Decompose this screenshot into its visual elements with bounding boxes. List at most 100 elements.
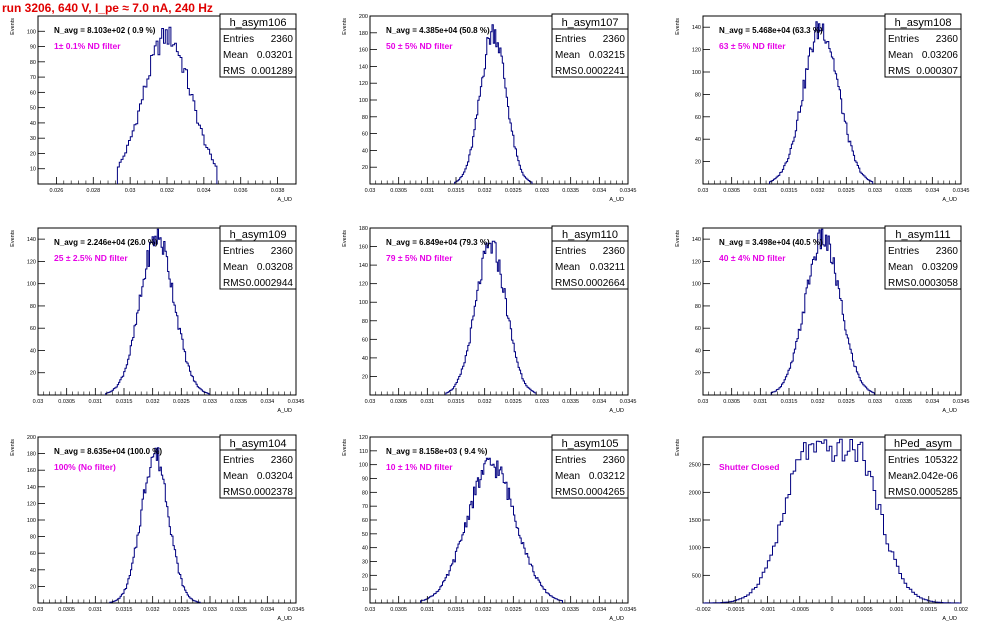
- x-tick-label: 0.0015: [920, 607, 937, 613]
- histogram-name: h_asym107: [562, 17, 619, 29]
- x-tick-label: 0.032: [160, 188, 174, 194]
- stats-label: RMS: [888, 66, 911, 77]
- y-tick-label: 180: [359, 226, 368, 232]
- stats-label: Entries: [888, 246, 919, 257]
- y-axis-title: Events: [342, 18, 348, 35]
- y-tick-label: 80: [30, 535, 36, 541]
- histogram-panel-h_asym105: 0.03 0.0305 0.031 0.0315 0.032 0.0325 0.033 0.0…: [342, 434, 637, 622]
- histogram-name: h_asym111: [895, 229, 950, 241]
- x-tick-label: 0.034: [260, 399, 274, 405]
- x-tick-label: 0.032: [478, 399, 492, 405]
- y-tick-label: 40: [695, 348, 701, 354]
- histogram-name: h_asym105: [562, 438, 619, 450]
- y-tick-label: 140: [27, 237, 36, 243]
- stats-value: 0.001289: [251, 66, 293, 77]
- y-tick-label: 40: [362, 148, 368, 154]
- x-tick-label: 0.0345: [620, 607, 637, 613]
- y-tick-label: 120: [359, 282, 368, 288]
- stats-value: 0.0004265: [578, 487, 626, 498]
- stats-value: 0.0005285: [911, 487, 959, 498]
- y-tick-label: 40: [362, 546, 368, 552]
- y-tick-label: 110: [359, 449, 368, 455]
- y-tick-label: 70: [362, 504, 368, 510]
- stats-box: [219, 13, 297, 78]
- histogram-line: [769, 21, 874, 184]
- histogram-line: [445, 240, 537, 395]
- y-tick-label: 140: [359, 263, 368, 269]
- filter-label: 100% (No filter): [54, 462, 116, 472]
- y-tick-label: 80: [30, 304, 36, 310]
- navg-label: N_avg = 8.635e+04 (100.0 %): [54, 447, 162, 456]
- stats-value: -2.042e-06: [910, 471, 959, 482]
- histogram-panel-h_asym110: 0.03 0.0305 0.031 0.0315 0.032 0.0325 0.033 0.0…: [342, 225, 636, 414]
- stats-label: RMS: [223, 278, 246, 289]
- stats-label: RMS: [555, 487, 578, 498]
- page-title: run 3206, 640 V, I_pe ≈ 7.0 nA, 240 Hz: [2, 1, 213, 15]
- histogram-panel-h_asym104: 0.03 0.0305 0.031 0.0315 0.032 0.0325 0.033 0.0…: [10, 434, 304, 622]
- y-tick-label: 40: [30, 568, 36, 574]
- x-tick-label: 0.038: [271, 188, 285, 194]
- y-tick-label: 100: [27, 518, 36, 524]
- y-tick-label: 80: [30, 60, 36, 66]
- y-tick-label: 80: [695, 304, 701, 310]
- stats-value: 0.0002664: [578, 278, 626, 289]
- x-tick-label: 0.033: [203, 607, 217, 613]
- x-tick-label: 0.033: [868, 399, 882, 405]
- y-tick-label: 160: [359, 245, 368, 251]
- x-tick-label: 0.033: [203, 399, 217, 405]
- stats-box: [884, 13, 962, 78]
- plot-frame: [702, 15, 962, 185]
- y-tick-label: 60: [695, 115, 701, 121]
- x-tick-label: 0.0325: [173, 399, 190, 405]
- y-tick-label: 2000: [689, 490, 701, 496]
- y-tick-label: 60: [362, 518, 368, 524]
- plot-frame: [37, 227, 297, 396]
- y-tick-label: 20: [362, 165, 368, 171]
- x-tick-label: 0.0315: [116, 607, 133, 613]
- x-tick-label: 0.031: [88, 399, 102, 405]
- histogram-panel-hPed_asym: -0.002 -0.0015 -0.001 -0.0005 0 0.0005 0.001 0.…: [675, 434, 968, 622]
- stats-value: 2360: [271, 246, 294, 257]
- stats-label: Mean: [555, 471, 580, 482]
- x-tick-label: 0.031: [88, 607, 102, 613]
- histogram-name: h_asym108: [895, 17, 952, 29]
- stats-value: 2360: [603, 455, 626, 466]
- stats-label: Entries: [555, 246, 586, 257]
- y-tick-label: 120: [692, 259, 701, 265]
- x-axis-title: A_UD: [609, 408, 624, 414]
- y-tick-label: 100: [359, 300, 368, 306]
- stats-box: [884, 434, 962, 499]
- x-tick-label: -0.001: [760, 607, 776, 613]
- x-tick-label: 0.034: [197, 188, 211, 194]
- stats-value: 0.0002944: [246, 278, 294, 289]
- x-tick-label: -0.002: [695, 607, 711, 613]
- x-tick-label: 0.0335: [895, 188, 912, 194]
- x-tick-label: -0.0005: [790, 607, 809, 613]
- x-tick-label: 0.001: [890, 607, 904, 613]
- x-tick-label: 0.032: [146, 607, 160, 613]
- histogram-panel-h_asym107: 0.03 0.0305 0.031 0.0315 0.032 0.0325 0.033 0.0…: [342, 13, 636, 203]
- x-tick-label: 0.032: [146, 399, 160, 405]
- x-axis-title: A_UD: [942, 408, 957, 414]
- histogram-name: h_asym106: [230, 17, 287, 29]
- x-tick-label: 0.0305: [58, 399, 75, 405]
- y-tick-label: 20: [695, 160, 701, 166]
- y-tick-label: 120: [27, 501, 36, 507]
- stats-value: 0.03204: [257, 471, 294, 482]
- stats-box: [551, 13, 629, 78]
- x-tick-label: 0.0315: [448, 607, 465, 613]
- navg-label: N_avg = 2.246e+04 (26.0 %): [54, 238, 158, 247]
- x-tick-label: 0.0335: [230, 399, 247, 405]
- y-tick-label: 60: [30, 326, 36, 332]
- y-tick-label: 1500: [689, 518, 701, 524]
- histogram-name: h_asym109: [230, 229, 287, 241]
- stats-value: 0.03215: [589, 50, 626, 61]
- x-tick-label: 0.03: [365, 188, 376, 194]
- stats-label: RMS: [555, 66, 578, 77]
- x-tick-label: 0.034: [592, 188, 606, 194]
- stats-value: 0.0002241: [578, 66, 626, 77]
- x-tick-label: 0.034: [260, 607, 274, 613]
- y-tick-label: 120: [27, 259, 36, 265]
- x-axis-title: A_UD: [609, 616, 624, 622]
